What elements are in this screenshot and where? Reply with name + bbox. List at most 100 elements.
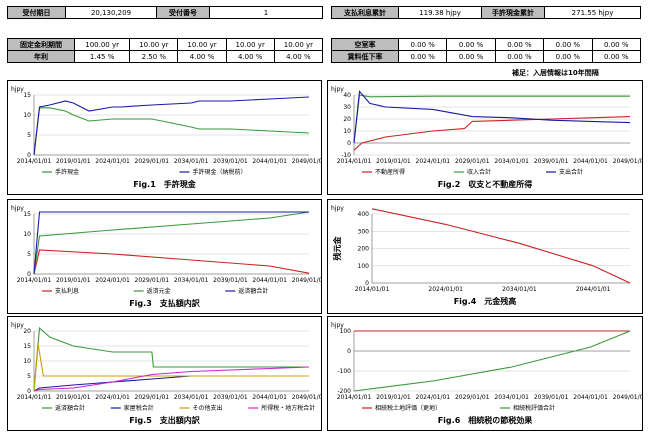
annual-rate-value: 2.50 % (129, 50, 179, 63)
plot-area (354, 95, 630, 155)
vacancy-rate-value: 0.00 % (446, 38, 496, 51)
x-tick-label: 2044/01/01 (252, 394, 287, 401)
series-line-2 (353, 330, 631, 392)
y-tick-label: 20 (23, 328, 31, 335)
x-tick-label: 2024/01/01 (95, 277, 130, 284)
y-tick-label: 0 (347, 140, 351, 147)
vacancy-rate-value: 0.00 % (397, 38, 448, 51)
x-tick-label: 2049/01/01 (613, 158, 642, 165)
legend-label: 家屋税合計 (124, 404, 154, 412)
y-tick-label: 0 (27, 271, 31, 278)
y-tick-label: 100 (358, 263, 370, 270)
x-tick-label: 2039/01/01 (534, 394, 569, 401)
y-tick-label: 5 (27, 132, 31, 139)
x-tick-label: 2044/01/01 (576, 286, 611, 293)
series-line-2 (33, 96, 310, 156)
fixed-period-value: 10.00 yr (129, 38, 179, 51)
fixed-period-value: 100.00 yr (73, 38, 131, 51)
series-line-2 (33, 211, 310, 275)
y-tick-label: -10 (341, 152, 351, 159)
y-unit-label: hjpy (11, 205, 24, 212)
accept-number-label: 受付番号 (156, 6, 210, 19)
annual-rate-value: 4.00 % (225, 50, 275, 63)
rent-decline-value: 0.00 % (397, 50, 448, 63)
legend-label: 支払利息 (55, 287, 79, 295)
chart-title: Fig.4 元金残高 (454, 296, 517, 306)
chart-panel-fig6: hjpy -200 -100 0 100 2014/01/01 2019/01/01 2024… (327, 316, 643, 431)
x-tick-label: 2029/01/01 (455, 394, 490, 401)
legend-label: 不動産所得 (375, 168, 405, 176)
y-tick-label: 15 (23, 211, 31, 218)
x-tick-label: 2019/01/01 (376, 158, 411, 165)
y-tick-label: 400 (358, 211, 370, 218)
x-tick-label: 2014/01/01 (337, 394, 372, 401)
cash-total-value: 271.55 hjpy (544, 6, 641, 19)
vacancy-rate-value: 0.00 % (591, 38, 642, 51)
plot-area (34, 95, 309, 155)
x-tick-label: 2024/01/01 (428, 286, 463, 293)
y-tick-label: 0 (27, 152, 31, 159)
y-tick-label: 20 (343, 116, 351, 123)
x-tick-label: 2019/01/01 (56, 277, 91, 284)
x-tick-label: 2039/01/01 (213, 158, 248, 165)
x-tick-label: 2034/01/01 (494, 394, 529, 401)
y-tick-label: 0 (347, 348, 351, 355)
x-tick-label: 2034/01/01 (502, 286, 537, 293)
fixed-period-value: 10.00 yr (273, 38, 324, 51)
totals-table: 支払利息累計 119.38 hjpy 手許現金累計 271.55 hjpy (331, 6, 641, 19)
legend-label: 返済額合計 (55, 404, 85, 412)
fixed-rate-period-label: 固定金利期間 (7, 38, 75, 51)
fixed-period-value: 10.00 yr (225, 38, 275, 51)
y-unit-label: hjpy (331, 86, 344, 93)
x-tick-label: 2049/01/01 (292, 158, 321, 165)
x-tick-label: 2024/01/01 (95, 158, 130, 165)
y-unit-label: hjpy (331, 205, 344, 212)
plot-area (354, 331, 630, 391)
x-tick-label: 2034/01/01 (174, 158, 209, 165)
series-line-3 (353, 90, 631, 144)
series-line-1 (353, 116, 631, 151)
chart-title: Fig.2 収支と不動産所得 (438, 179, 533, 189)
x-tick-label: 2039/01/01 (534, 158, 569, 165)
chart-panel-fig3: hjpy 0 5 10 15 2014/01/01 2019/01/01 2024/01/01… (7, 199, 322, 314)
x-tick-label: 2049/01/01 (292, 394, 321, 401)
rent-decline-value: 0.00 % (494, 50, 545, 63)
y-tick-label: 200 (358, 246, 370, 253)
y-tick-label: 300 (358, 228, 370, 235)
series-line-1 (33, 326, 309, 392)
chart-panel-fig1: hjpy 0 5 10 15 2014/01/01 2019/01/01 2024/01/01… (7, 80, 322, 195)
plot-area (34, 214, 309, 274)
y-tick-label: 10 (23, 112, 31, 119)
y-tick-label: 30 (343, 104, 351, 111)
x-tick-label: 2034/01/01 (494, 158, 529, 165)
vacancy-rate-label: 空室率 (331, 38, 399, 51)
y-tick-label: 5 (27, 373, 31, 380)
x-tick-label: 2044/01/01 (573, 158, 608, 165)
y-unit-label: hjpy (11, 86, 24, 93)
x-tick-label: 2029/01/01 (135, 394, 170, 401)
series-line-3 (33, 211, 309, 275)
legend-label: 手許現金 (55, 168, 79, 176)
x-tick-label: 2049/01/01 (292, 277, 321, 284)
y-tick-label: 5 (27, 251, 31, 258)
y-tick-label: 10 (343, 128, 351, 135)
legend-label: その他支出 (193, 404, 223, 412)
legend-label: 支出合計 (559, 168, 583, 176)
vacancy-rate-value: 0.00 % (494, 38, 545, 51)
legend-label: 収入合計 (467, 168, 491, 176)
y-tick-label: 40 (343, 92, 351, 99)
legend-label: 所得税・地方税合計 (261, 404, 315, 412)
loan-info-table: 受付期日 20,130,209 受付番号 1 (7, 6, 323, 19)
y-tick-label: -100 (337, 368, 351, 375)
x-tick-label: 2024/01/01 (95, 394, 130, 401)
chart-panel-fig2: hjpy -10 0 10 20 30 40 2014/01/01 2019/01/01 2024… (327, 80, 643, 195)
x-tick-label: 2034/01/01 (174, 277, 209, 284)
legend-label: 相続税評価合計 (513, 404, 555, 412)
series-line-1 (371, 208, 631, 284)
x-tick-label: 2039/01/01 (213, 277, 248, 284)
y-tick-label: 15 (23, 92, 31, 99)
accept-date-value: 20,130,209 (65, 6, 157, 19)
x-tick-label: 2024/01/01 (416, 158, 451, 165)
annual-rate-value: 4.00 % (177, 50, 227, 63)
rent-decline-value: 0.00 % (446, 50, 496, 63)
